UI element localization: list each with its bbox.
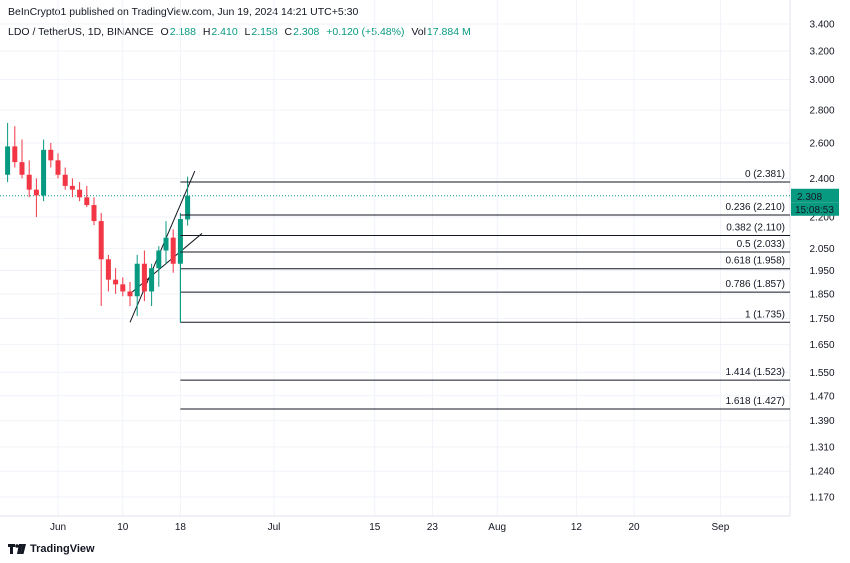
ohlc-legend: LDO / TetherUS, 1D, BINANCE O2.188 H2.41…: [8, 26, 472, 38]
open-label: O: [160, 26, 169, 38]
y-tick-label: 3.000: [809, 75, 834, 86]
x-tick-label: 23: [427, 522, 439, 533]
y-tick-label: 1.170: [809, 493, 834, 504]
candle-body: [26, 174, 32, 190]
candle-body: [156, 250, 162, 269]
candle-body: [19, 162, 25, 175]
y-tick-label: 2.200: [809, 213, 834, 224]
y-tick-label: 1.240: [809, 467, 834, 478]
candle-body: [69, 185, 75, 190]
candle-body: [12, 146, 18, 163]
fib-level-label: 1.414 (1.523): [726, 367, 786, 378]
change-value: +0.120 (+5.48%): [326, 26, 405, 38]
candle-body: [177, 219, 183, 264]
price-tag-value: 2.308: [797, 192, 822, 203]
fib-level-label: 0.382 (2.110): [726, 223, 785, 234]
volume-label: Vol: [411, 26, 426, 38]
fib-level-label: 0 (2.381): [745, 169, 785, 180]
candle-body: [113, 279, 119, 285]
x-tick-label: Sep: [712, 522, 730, 533]
candle-body: [91, 205, 97, 222]
candle-body: [41, 149, 47, 196]
fib-level-label: 0.786 (1.857): [726, 279, 786, 290]
footer-brand[interactable]: TradingView: [8, 543, 95, 555]
grid-lines: [0, 0, 791, 517]
fib-level-label: 1.618 (1.427): [726, 396, 786, 407]
x-tick-label: Jul: [268, 522, 281, 533]
candle-body: [5, 146, 11, 175]
y-tick-label: 1.850: [809, 289, 834, 300]
x-tick-label: Jun: [50, 522, 66, 533]
candle-body: [105, 259, 111, 280]
publisher-line: BeInCrypto1 published on TradingView.com…: [8, 6, 359, 18]
candle-body: [120, 284, 126, 292]
candles: [5, 122, 191, 323]
candle-body: [170, 237, 176, 264]
close-value: 2.308: [293, 26, 320, 38]
y-tick-label: 1.550: [809, 368, 834, 379]
candle-body: [98, 221, 104, 260]
y-tick-label: 1.750: [809, 314, 834, 325]
candle-body: [134, 263, 140, 297]
open-value: 2.188: [169, 26, 196, 38]
x-tick-label: 12: [571, 522, 583, 533]
candle-body: [127, 291, 133, 297]
high-label: H: [202, 26, 211, 38]
y-axis[interactable]: 3.400 3.200 3.000 2.800 2.600 2.400 2.200 2.050…: [809, 20, 834, 504]
y-tick-label: 2.800: [809, 106, 834, 117]
price-tag: 2.308 15:08:53: [791, 188, 839, 216]
y-tick-label: 1.950: [809, 266, 834, 277]
x-tick-label: Aug: [488, 522, 506, 533]
y-tick-label: 1.650: [809, 340, 834, 351]
candle-body: [55, 160, 61, 175]
fib-level-label: 0.5 (2.033): [737, 239, 785, 250]
candle-body: [77, 189, 83, 198]
close-label: C: [284, 26, 293, 38]
fib-levels[interactable]: 0 (2.381) 0.236 (2.210) 0.382 (2.110) 0.5 (…: [179, 169, 790, 410]
candle-body: [33, 189, 39, 196]
x-tick-label: 20: [628, 522, 640, 533]
x-axis[interactable]: Jun 10 18 Jul 15 23 Aug 12 20 Sep: [50, 522, 730, 533]
y-tick-label: 2.050: [809, 244, 834, 255]
candle-body: [185, 195, 191, 220]
y-tick-label: 2.600: [809, 138, 834, 149]
candle-body: [149, 268, 155, 292]
candle-body: [48, 149, 54, 161]
candle-body: [62, 174, 68, 186]
y-tick-label: 2.400: [809, 174, 834, 185]
volume-value: 17.884 M: [426, 26, 471, 38]
candle-body: [163, 237, 169, 251]
high-value: 2.410: [211, 26, 238, 38]
channel-line: [129, 170, 196, 323]
countdown-value: 15:08:53: [795, 205, 834, 216]
x-tick-label: 18: [175, 522, 187, 533]
y-tick-label: 1.310: [809, 442, 834, 453]
y-tick-label: 1.470: [809, 391, 834, 402]
low-label: L: [244, 26, 251, 38]
low-value: 2.158: [251, 26, 278, 38]
candle-body: [84, 197, 90, 206]
x-tick-label: 10: [117, 522, 129, 533]
price-tag-box: [791, 188, 839, 203]
y-tick-label: 1.390: [809, 416, 834, 427]
symbol-label[interactable]: LDO / TetherUS, 1D, BINANCE: [8, 26, 154, 38]
fib-level-label: 0.618 (1.958): [726, 256, 786, 267]
footer-brand-label: TradingView: [30, 543, 95, 555]
countdown-box: [791, 202, 839, 216]
tradingview-logo-icon: [8, 544, 26, 554]
x-tick-label: 15: [369, 522, 381, 533]
candle-body: [141, 263, 147, 292]
fib-level-label: 0.236 (2.210): [726, 202, 786, 213]
fib-level-label: 1 (1.735): [745, 309, 785, 320]
y-tick-label: 3.200: [809, 46, 834, 57]
y-tick-label: 3.400: [809, 20, 834, 31]
